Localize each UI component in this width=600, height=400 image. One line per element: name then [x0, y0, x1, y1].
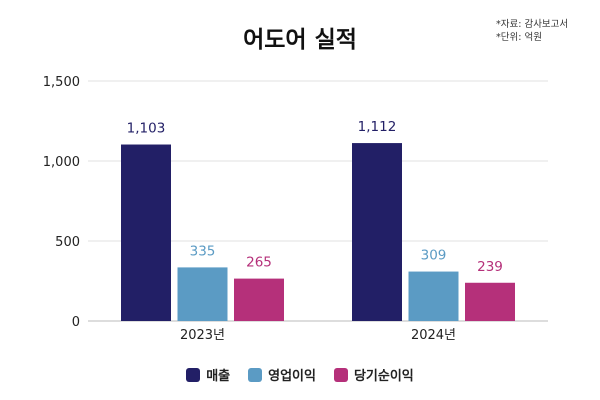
bar: [234, 278, 284, 321]
bar: [177, 267, 228, 321]
legend-label: 영업이익: [268, 369, 316, 384]
legend-swatch: [186, 367, 201, 382]
legend: 매출 영업이익 당기순이익: [0, 365, 600, 384]
y-tick-label: 500: [55, 235, 80, 250]
legend-swatch: [333, 367, 348, 382]
data-label: 1,112: [358, 119, 397, 135]
bar: [121, 144, 171, 321]
data-label: 335: [190, 243, 216, 259]
chart-title: 어도어 실적: [243, 27, 357, 53]
data-label: 1,103: [127, 121, 166, 137]
legend-swatch: [248, 367, 263, 382]
legend-label: 매출: [206, 369, 231, 384]
x-tick-label: 2024년: [411, 328, 456, 343]
y-tick-label: 0: [72, 315, 80, 330]
data-label: 265: [246, 255, 272, 271]
legend-item: 당기순이익: [333, 365, 414, 384]
y-tick-label: 1,500: [43, 75, 80, 90]
source-note: *자료: 감사보고서: [496, 19, 569, 30]
legend-label: 당기순이익: [353, 369, 414, 384]
data-label: 239: [477, 259, 503, 275]
chart-notes: *자료: 감사보고서 *단위: 억원: [496, 18, 568, 44]
unit-note: *단위: 억원: [496, 32, 542, 43]
data-label: 309: [421, 248, 447, 264]
bar: [465, 282, 515, 321]
legend-item: 영업이익: [248, 365, 316, 384]
legend-item: 매출: [186, 365, 230, 384]
y-tick-label: 1,000: [43, 155, 80, 170]
x-tick-label: 2023년: [180, 328, 225, 343]
bar: [408, 271, 459, 321]
bar: [352, 143, 402, 321]
